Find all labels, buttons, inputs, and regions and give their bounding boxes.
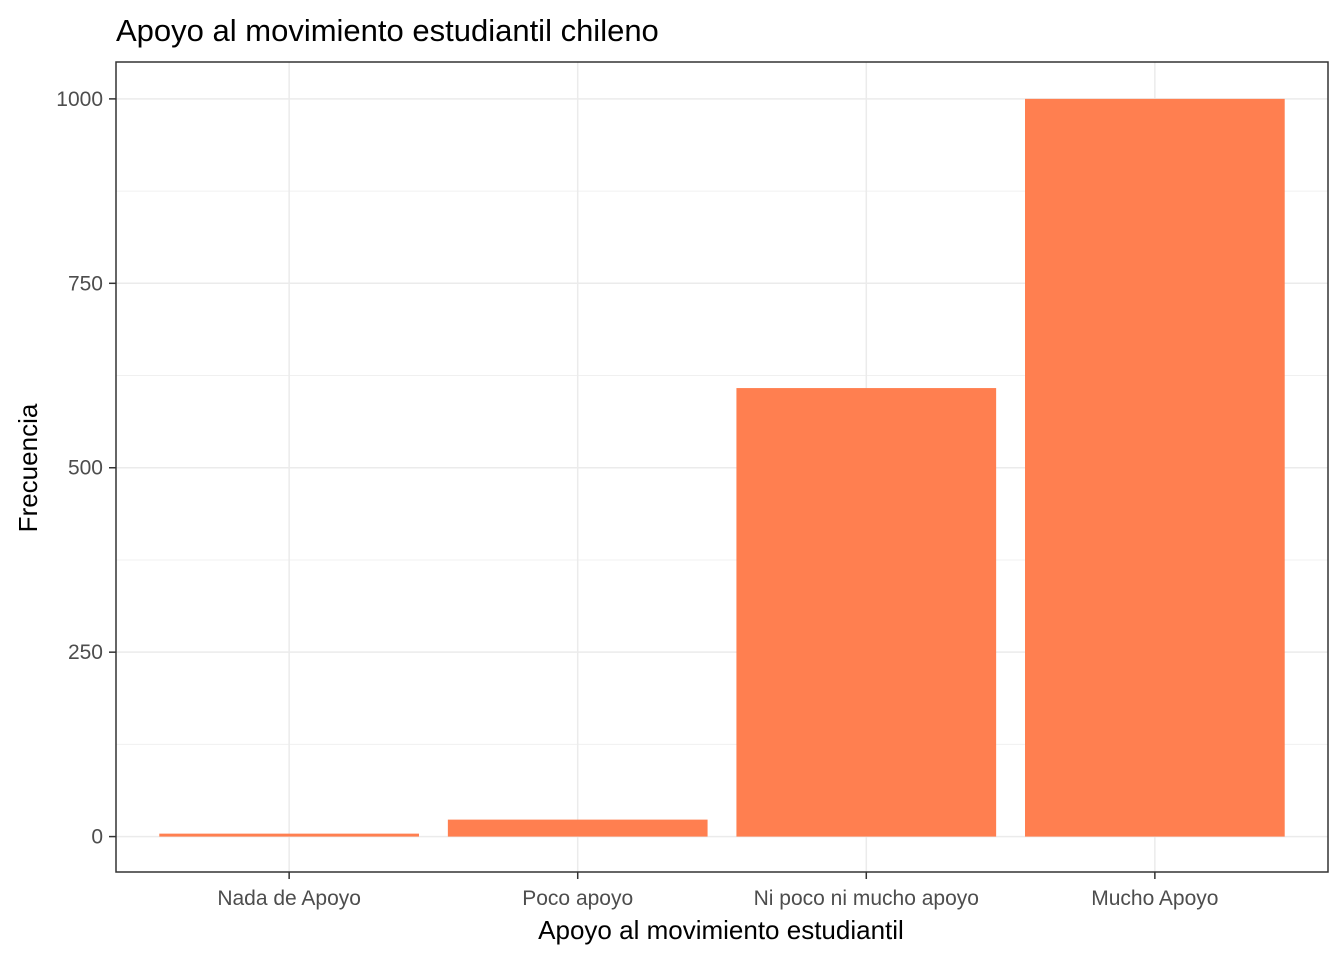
bars [159,98,1285,837]
y-axis-title: Frecuencia [13,403,43,532]
x-tick-label: Ni poco ni mucho apoyo [754,887,979,910]
y-tick-label: 250 [68,641,103,664]
x-axis-title: Apoyo al movimiento estudiantil [538,915,904,945]
axes [109,61,1329,879]
bar [736,388,997,837]
y-tick-label: 1000 [56,88,103,111]
bar [159,833,420,837]
x-tick-label: Poco apoyo [522,887,633,910]
tick-labels: 0 250 500 750 1000 Nada de Apoyo Poco apoyo Ni … [56,88,1218,910]
y-tick-label: 500 [68,457,103,480]
y-tick-label: 750 [68,272,103,295]
y-tick-label: 0 [91,826,103,849]
x-tick-label: Nada de Apoyo [217,887,361,910]
bar [447,819,708,837]
chart-title: Apoyo al movimiento estudiantil chileno [116,13,659,48]
x-tick-label: Mucho Apoyo [1091,887,1218,910]
bar [1025,98,1285,837]
